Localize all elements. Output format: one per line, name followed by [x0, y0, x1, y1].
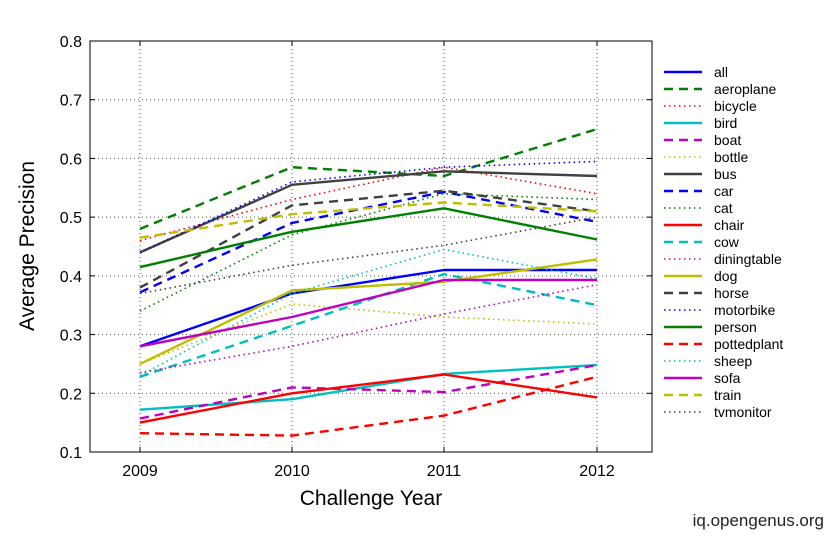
y-tick-label: 0.7 — [60, 93, 82, 110]
series-line-bicycle — [139, 166, 598, 242]
grid-lines — [90, 40, 652, 453]
series-line-chair — [139, 373, 598, 424]
x-axis: 2009 2010 2011 2012 — [122, 41, 615, 480]
series-line-horse — [139, 189, 598, 289]
legend-label-diningtable: diningtable — [714, 251, 782, 267]
plot-area-frame — [89, 40, 653, 453]
legend-label-all: all — [714, 64, 728, 80]
series-line-cat — [139, 192, 598, 312]
series-line-pottedplant — [139, 375, 598, 437]
series-line-dog — [139, 258, 598, 365]
series-lines — [139, 127, 598, 437]
y-tick-label: 0.6 — [60, 151, 82, 168]
x-tick-label: 2010 — [274, 463, 310, 480]
legend-label-car: car — [714, 183, 734, 199]
series-line-all — [139, 268, 597, 348]
series-line-sheep — [139, 248, 598, 377]
x-tick-label: 2011 — [427, 463, 462, 480]
legend-label-cow: cow — [714, 234, 740, 250]
legend: allaeroplanebicyclebirdboatbottlebuscarc… — [664, 64, 783, 420]
legend-label-tvmonitor: tvmonitor — [714, 404, 772, 420]
legend-label-bottle: bottle — [714, 149, 748, 165]
legend-label-motorbike: motorbike — [714, 302, 776, 318]
legend-label-bicycle: bicycle — [714, 98, 757, 114]
legend-label-aeroplane: aeroplane — [714, 81, 776, 97]
y-tick-label: 0.8 — [60, 34, 82, 51]
y-tick-label: 0.5 — [60, 210, 82, 227]
legend-label-person: person — [714, 319, 757, 335]
legend-label-pottedplant: pottedplant — [714, 336, 783, 352]
series-line-bird — [139, 363, 598, 411]
legend-label-cat: cat — [714, 200, 733, 216]
x-tick-label: 2012 — [579, 463, 615, 480]
legend-label-chair: chair — [714, 217, 745, 233]
y-axis: 0.1 0.2 0.3 0.4 0.5 0.6 0.7 0.8 — [60, 34, 652, 462]
series-line-tvmonitor — [139, 216, 598, 295]
series-line-aeroplane — [139, 127, 598, 231]
series-line-boat — [139, 363, 598, 420]
series-line-cow — [139, 272, 598, 378]
legend-label-bird: bird — [714, 115, 737, 131]
y-axis-title: Average Precision — [16, 161, 39, 331]
watermark-text: iq.opengenus.org — [692, 511, 824, 530]
y-tick-label: 0.2 — [60, 386, 82, 403]
y-tick-label: 0.4 — [60, 269, 82, 286]
x-tick-label: 2009 — [122, 463, 158, 480]
legend-label-sheep: sheep — [714, 353, 752, 369]
series-line-train — [139, 201, 598, 239]
series-line-bus — [139, 170, 598, 254]
legend-label-dog: dog — [714, 268, 737, 284]
series-line-person — [139, 207, 598, 269]
series-line-sofa — [139, 278, 597, 348]
x-axis-title: Challenge Year — [300, 487, 442, 510]
y-tick-label: 0.3 — [60, 328, 82, 345]
legend-label-boat: boat — [714, 132, 741, 148]
legend-label-bus: bus — [714, 166, 737, 182]
y-tick-label: 0.1 — [60, 445, 82, 462]
legend-label-horse: horse — [714, 285, 749, 301]
legend-label-sofa: sofa — [714, 370, 741, 386]
legend-label-train: train — [714, 387, 741, 403]
